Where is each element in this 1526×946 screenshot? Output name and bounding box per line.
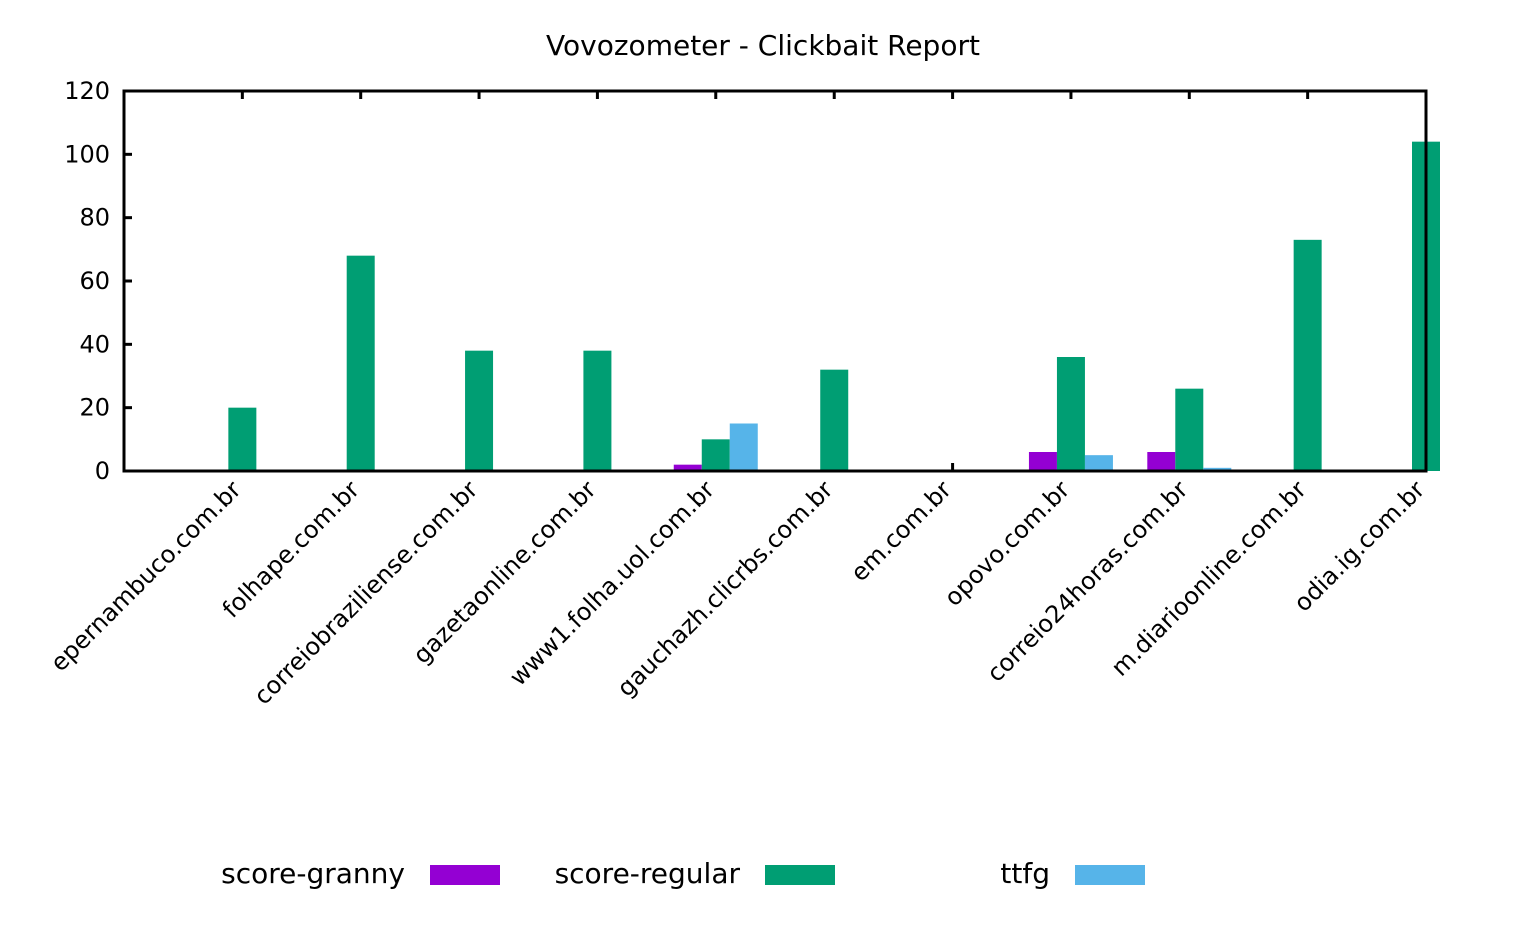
y-tick-label: 120 xyxy=(64,77,110,105)
y-tick-label: 0 xyxy=(95,457,110,485)
chart-title: Vovozometer - Clickbait Report xyxy=(546,29,980,62)
y-tick-label: 60 xyxy=(79,267,110,295)
bar-score-regular xyxy=(465,351,493,471)
bar-score-regular xyxy=(820,370,848,471)
bar-score-granny xyxy=(1029,452,1057,471)
bar-ttfg xyxy=(1085,455,1113,471)
bar-score-regular xyxy=(1175,389,1203,471)
clickbait-report-chart: Vovozometer - Clickbait Report 0 20 40 60 80 1… xyxy=(0,0,1526,946)
bar-score-regular xyxy=(583,351,611,471)
legend-swatch-score-granny xyxy=(430,865,500,885)
y-tick-label: 20 xyxy=(79,394,110,422)
bar-score-regular xyxy=(228,408,256,471)
bar-score-regular xyxy=(1294,240,1322,471)
legend-label-ttfg: ttfg xyxy=(1000,857,1050,890)
legend-label-score-regular: score-regular xyxy=(555,857,741,890)
y-tick-label: 100 xyxy=(64,140,110,168)
y-tick-label: 40 xyxy=(79,330,110,358)
legend-swatch-score-regular xyxy=(765,865,835,885)
y-tick-label: 80 xyxy=(79,204,110,232)
bar-ttfg xyxy=(730,424,758,472)
bar-score-regular xyxy=(347,256,375,471)
bar-score-regular xyxy=(702,439,730,471)
legend-swatch-ttfg xyxy=(1075,865,1145,885)
legend-label-score-granny: score-granny xyxy=(221,857,405,890)
bar-score-regular xyxy=(1057,357,1085,471)
chart-background xyxy=(0,0,1526,946)
bar-score-granny xyxy=(1147,452,1175,471)
